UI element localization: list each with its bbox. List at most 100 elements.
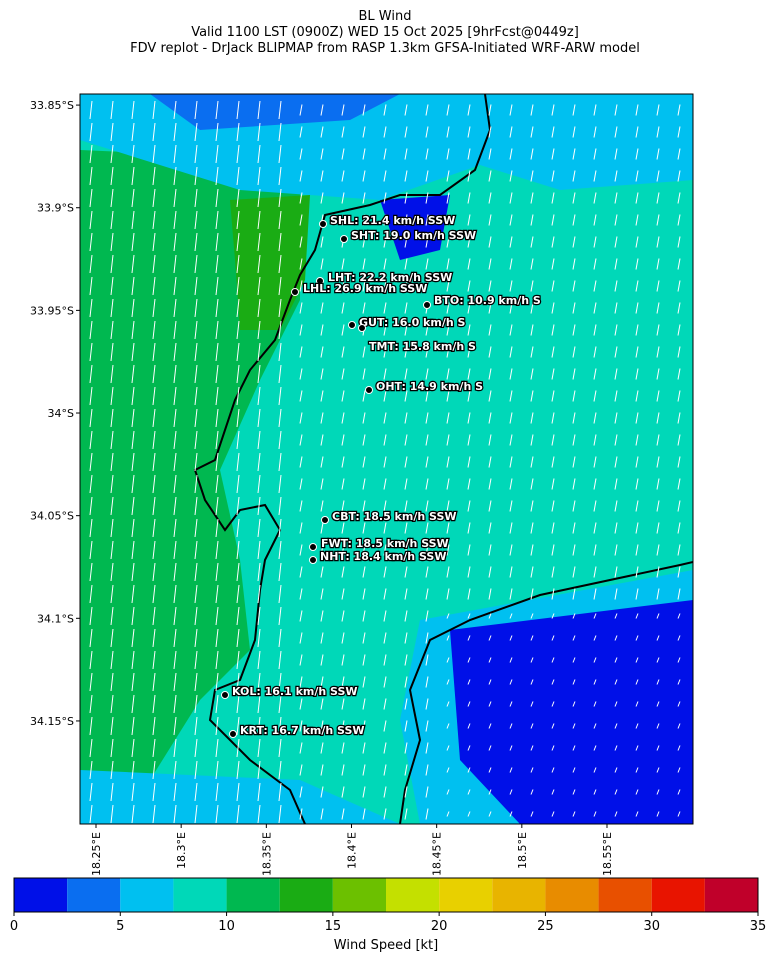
- wind-arrow: [320, 192, 324, 204]
- y-tick-label: 33.85°S: [30, 99, 74, 112]
- wind-arrow: [299, 808, 303, 820]
- wind-arrow: [110, 672, 114, 692]
- wind-arrow: [152, 188, 156, 208]
- wind-arrow: [488, 767, 492, 773]
- wind-arrow: [299, 324, 303, 336]
- wind-arrow: [110, 232, 114, 252]
- wind-arrow: [614, 236, 618, 248]
- wind-arrow: [194, 452, 198, 472]
- wind-arrow: [320, 676, 324, 688]
- wind-arrow: [383, 434, 387, 446]
- station-label: FWT: 18.5 km/h SSW: [321, 537, 449, 550]
- wind-arrow: [425, 654, 429, 666]
- wind-arrow: [131, 320, 135, 340]
- wind-arrow: [593, 811, 597, 817]
- wind-arrow: [404, 632, 408, 644]
- wind-arrow: [467, 657, 471, 663]
- wind-arrow: [509, 302, 513, 314]
- wind-arrow: [572, 588, 576, 600]
- wind-arrow: [404, 280, 408, 292]
- wind-arrow: [110, 562, 114, 582]
- wind-arrow: [362, 456, 366, 468]
- wind-arrow: [404, 456, 408, 468]
- wind-arrow: [551, 214, 555, 226]
- wind-arrow: [341, 346, 345, 358]
- wind-arrow: [635, 324, 639, 336]
- wind-arrow: [89, 276, 93, 296]
- wind-arrow: [173, 694, 177, 714]
- wind-arrow: [677, 789, 681, 795]
- wind-arrow: [173, 760, 177, 780]
- wind-arrow: [572, 346, 576, 358]
- wind-arrow: [278, 166, 282, 186]
- wind-arrow: [362, 368, 366, 380]
- wind-arrow: [593, 588, 597, 600]
- station-dot: [365, 386, 373, 394]
- wind-arrow: [572, 192, 576, 204]
- wind-arrow: [152, 320, 156, 340]
- wind-arrow: [551, 170, 555, 182]
- wind-arrow: [173, 518, 177, 538]
- wind-arrow: [89, 210, 93, 230]
- wind-arrow: [152, 408, 156, 428]
- wind-arrow: [572, 679, 576, 685]
- wind-arrow: [236, 540, 240, 560]
- wind-arrow: [572, 635, 576, 641]
- wind-arrow: [425, 478, 429, 490]
- wind-arrow: [257, 782, 261, 802]
- wind-arrow: [467, 767, 471, 773]
- wind-arrow: [362, 632, 366, 644]
- wind-arrow: [425, 588, 429, 600]
- wind-arrow: [131, 276, 135, 296]
- wind-arrow: [152, 144, 156, 164]
- wind-arrow: [194, 518, 198, 538]
- wind-arrow: [530, 104, 534, 116]
- wind-arrow: [677, 302, 681, 314]
- wind-arrow: [530, 767, 534, 773]
- wind-arrow: [425, 126, 429, 138]
- wind-arrow: [362, 258, 366, 270]
- wind-arrow: [467, 701, 471, 707]
- wind-arrow: [257, 584, 261, 604]
- wind-arrow: [530, 723, 534, 729]
- wind-arrow: [656, 811, 660, 817]
- wind-arrow: [551, 456, 555, 468]
- wind-arrow: [530, 434, 534, 446]
- wind-arrow: [215, 100, 219, 120]
- wind-arrow: [194, 782, 198, 802]
- wind-arrow: [404, 412, 408, 424]
- wind-arrow: [551, 346, 555, 358]
- station-dot: [316, 277, 324, 285]
- wind-arrow: [299, 786, 303, 798]
- wind-arrow: [215, 650, 219, 670]
- colorbar-tick-label: 20: [431, 919, 448, 934]
- wind-arrow: [614, 789, 618, 795]
- wind-arrow: [509, 368, 513, 380]
- wind-arrow: [278, 232, 282, 252]
- wind-arrow: [236, 496, 240, 516]
- wind-arrow: [110, 430, 114, 450]
- wind-arrow: [173, 386, 177, 406]
- wind-arrow: [89, 518, 93, 538]
- wind-arrow: [236, 188, 240, 208]
- wind-arrow: [572, 302, 576, 314]
- wind-arrow: [572, 613, 576, 619]
- wind-arrow: [677, 588, 681, 600]
- wind-arrow: [299, 500, 303, 512]
- wind-arrow: [446, 148, 450, 160]
- wind-arrow: [635, 346, 639, 358]
- wind-arrow: [404, 566, 408, 578]
- wind-arrow: [173, 672, 177, 692]
- wind-arrow: [404, 170, 408, 182]
- wind-arrow: [467, 346, 471, 358]
- wind-arrow: [152, 452, 156, 472]
- wind-arrow: [509, 104, 513, 116]
- wind-arrow: [299, 126, 303, 138]
- wind-arrow: [257, 562, 261, 582]
- wind-arrow: [551, 434, 555, 446]
- wind-arrow: [299, 236, 303, 248]
- wind-arrow: [278, 320, 282, 340]
- wind-arrow: [257, 100, 261, 120]
- wind-arrow: [278, 122, 282, 142]
